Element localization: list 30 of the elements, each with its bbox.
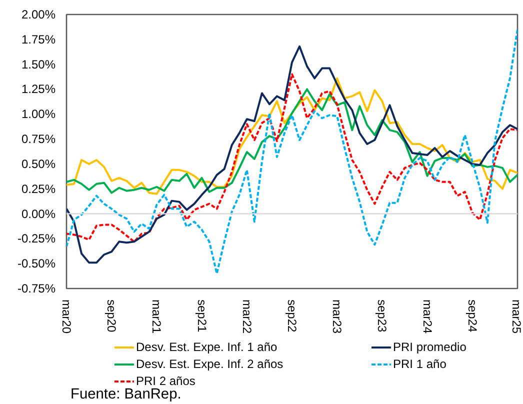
y-tick-label: -0.75% xyxy=(17,282,56,296)
y-tick-label: 2.00% xyxy=(21,8,56,22)
y-tick-label: 1.25% xyxy=(21,82,56,96)
y-tick-label: 0.00% xyxy=(21,206,56,221)
x-tick-label: sep21 xyxy=(194,300,209,333)
source-note: Fuente: BanRep. xyxy=(70,386,182,402)
x-tick-label: sep24 xyxy=(465,300,480,333)
legend-label: Desv. Est. Expe. Inf. 2 años xyxy=(136,357,284,371)
y-tick-label: 0.75% xyxy=(21,132,56,146)
y-tick-label: -0.25% xyxy=(17,232,56,246)
y-tick-label: 0.25% xyxy=(21,182,56,196)
x-tick-label: sep20 xyxy=(104,300,119,333)
legend-label: Desv. Est. Expe. Inf. 1 año xyxy=(136,340,278,354)
y-tick-label: 1.00% xyxy=(21,107,56,122)
y-tick-label: 1.50% xyxy=(21,57,56,72)
y-tick-label: -0.50% xyxy=(17,256,56,271)
x-tick-label: mar25 xyxy=(510,300,523,334)
x-tick-label: mar20 xyxy=(60,300,74,334)
x-tick-label: sep23 xyxy=(375,300,390,333)
x-tick-label: mar24 xyxy=(420,300,434,334)
legend-label: PRI 1 año xyxy=(393,357,448,371)
line-series xyxy=(66,73,518,243)
x-tick-label: mar21 xyxy=(150,300,164,334)
x-tick-label: mar22 xyxy=(240,300,254,334)
x-tick-label: mar23 xyxy=(330,300,344,334)
legend-label: PRI promedio xyxy=(393,340,468,354)
legend-label: PRI 2 años xyxy=(136,374,196,388)
y-tick-label: 1.75% xyxy=(21,32,56,46)
y-tick-label: 0.50% xyxy=(21,156,56,171)
x-tick-label: sep22 xyxy=(285,300,299,333)
